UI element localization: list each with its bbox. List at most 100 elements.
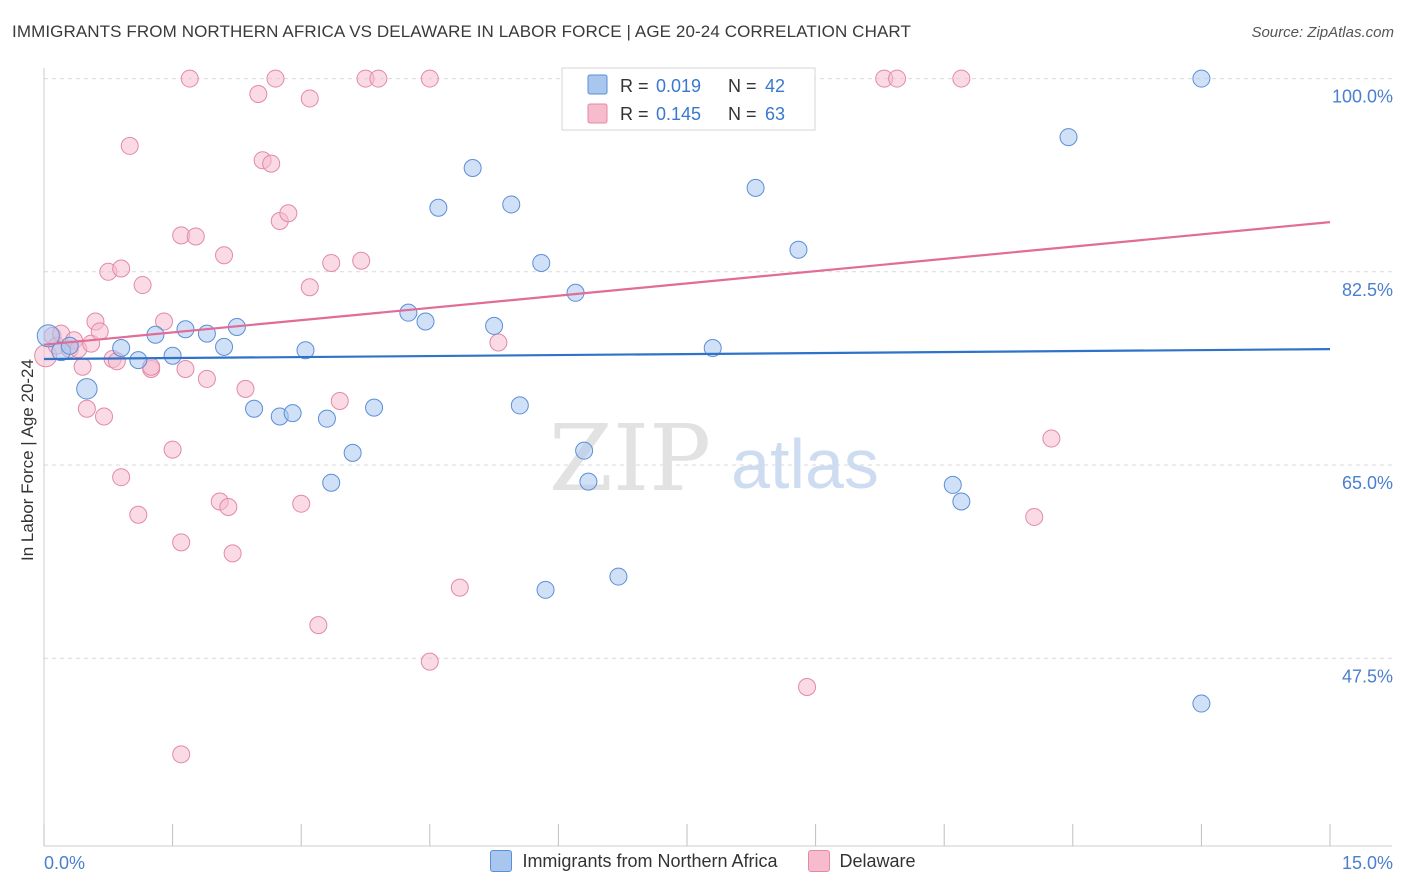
delaware-points <box>34 69 1061 764</box>
northern-africa-point-19 <box>365 398 384 417</box>
x-tick-label-1: 15.0% <box>1342 853 1393 873</box>
northern-africa-point-39 <box>1059 128 1078 147</box>
delaware-point-28 <box>180 69 199 88</box>
northern-africa-point-12 <box>245 399 264 418</box>
northern-africa-point-0 <box>36 324 60 348</box>
northern-africa-point-37 <box>943 475 962 494</box>
stats-legend: R = 0.019 N = 42 R = 0.145 N = 63 <box>561 67 816 131</box>
northern-africa-point-34 <box>703 338 722 357</box>
northern-africa-point-2 <box>60 336 79 355</box>
legend-swatch-northern-africa <box>490 850 513 872</box>
delaware-point-60 <box>1025 507 1044 526</box>
northern-africa-point-4 <box>112 338 131 357</box>
delaware-point-17 <box>112 259 131 278</box>
delaware-point-59 <box>952 69 971 88</box>
delaware-point-45 <box>309 616 328 635</box>
delaware-point-23 <box>155 312 174 331</box>
northern-africa-point-30 <box>575 441 594 460</box>
watermark: ZIP atlas <box>549 405 879 512</box>
northern-africa-point-7 <box>163 346 182 365</box>
northern-africa-point-10 <box>215 337 234 356</box>
legend-swatch-delaware <box>807 850 830 872</box>
delaware-point-29 <box>186 227 205 246</box>
y-tick-label-2: 65.0% <box>1342 473 1393 493</box>
delaware-point-35 <box>236 379 255 398</box>
delaware-point-58 <box>888 69 907 88</box>
delaware-point-26 <box>172 533 191 552</box>
northern-africa-point-35 <box>746 178 765 197</box>
delaware-point-48 <box>352 251 371 270</box>
y-tick-label-3: 47.5% <box>1342 666 1393 686</box>
y-tick-label-0: 100.0% <box>1332 87 1393 107</box>
delaware-point-34 <box>223 544 242 563</box>
delaware-point-42 <box>292 494 311 513</box>
northern-africa-point-8 <box>176 320 195 339</box>
legend-n-label-1: N = <box>728 76 757 96</box>
series-legend: Immigrants from Northern Africa Delaware <box>0 850 1406 872</box>
delaware-point-47 <box>330 391 349 410</box>
trend-lines <box>43 221 1331 361</box>
legend-n-label-2: N = <box>728 104 757 124</box>
northern-africa-point-27 <box>532 253 551 272</box>
northern-africa-point-3 <box>76 378 98 400</box>
watermark-zip: ZIP <box>549 405 711 512</box>
legend-item-northern-africa[interactable]: Immigrants from Northern Africa <box>490 850 778 872</box>
northern-africa-point-41 <box>1192 694 1211 713</box>
legend-n-value-2: 63 <box>765 104 785 124</box>
delaware-point-46 <box>322 253 341 272</box>
legend-item-delaware[interactable]: Delaware <box>807 850 916 872</box>
northern-africa-point-25 <box>502 195 521 214</box>
delaware-point-7 <box>73 357 92 376</box>
delaware-point-8 <box>77 399 96 418</box>
delaware-trend-line <box>43 221 1331 346</box>
axes <box>43 68 1392 847</box>
delaware-point-53 <box>450 578 469 597</box>
source-credit: Source: ZipAtlas.com <box>1251 24 1394 41</box>
legend-swatch-pink <box>587 103 608 124</box>
y-tick-label-1: 82.5% <box>1342 280 1393 300</box>
delaware-point-19 <box>129 505 148 524</box>
delaware-point-44 <box>300 278 319 297</box>
northern-africa-point-14 <box>283 404 302 423</box>
northern-africa-points <box>36 69 1211 713</box>
northern-africa-trend-line <box>43 347 1331 361</box>
legend-label-delaware: Delaware <box>839 850 916 871</box>
delaware-point-38 <box>262 154 281 173</box>
watermark-atlas: atlas <box>731 425 879 503</box>
northern-africa-point-22 <box>429 198 448 217</box>
northern-africa-point-28 <box>536 580 555 599</box>
northern-africa-point-31 <box>579 472 598 491</box>
legend-r-value-1: 0.019 <box>656 76 701 96</box>
delaware-point-54 <box>489 333 508 352</box>
chart-title: IMMIGRANTS FROM NORTHERN AFRICA VS DELAW… <box>12 22 911 41</box>
delaware-point-18 <box>120 136 139 155</box>
northern-africa-point-38 <box>952 492 971 511</box>
northern-africa-point-5 <box>129 351 148 370</box>
delaware-point-50 <box>369 69 388 88</box>
delaware-point-24 <box>163 440 182 459</box>
y-axis-label: In Labor Force | Age 20-24 <box>18 359 37 561</box>
legend-n-value-1: 42 <box>765 76 785 96</box>
northern-africa-point-20 <box>399 303 418 322</box>
northern-africa-point-15 <box>296 341 315 360</box>
legend-swatch-blue <box>587 74 608 95</box>
delaware-point-51 <box>420 69 439 88</box>
delaware-point-11 <box>90 322 109 341</box>
x-tick-label-0: 0.0% <box>44 853 85 873</box>
northern-africa-point-32 <box>609 567 628 586</box>
delaware-point-33 <box>219 498 238 517</box>
legend-r-label-2: R = <box>620 104 649 124</box>
northern-africa-point-16 <box>317 409 336 428</box>
northern-africa-point-17 <box>322 473 341 492</box>
northern-africa-point-23 <box>463 159 482 178</box>
tick-labels: 100.0% 82.5% 65.0% 47.5% 0.0% 15.0% <box>44 87 1393 873</box>
delaware-point-16 <box>112 468 131 487</box>
northern-africa-point-36 <box>789 240 808 259</box>
legend-label-northern-africa: Immigrants from Northern Africa <box>522 850 778 871</box>
northern-africa-point-21 <box>416 312 435 331</box>
delaware-point-61 <box>1042 429 1061 448</box>
northern-africa-point-24 <box>485 316 504 335</box>
delaware-point-13 <box>95 407 114 426</box>
delaware-point-27 <box>176 359 195 378</box>
